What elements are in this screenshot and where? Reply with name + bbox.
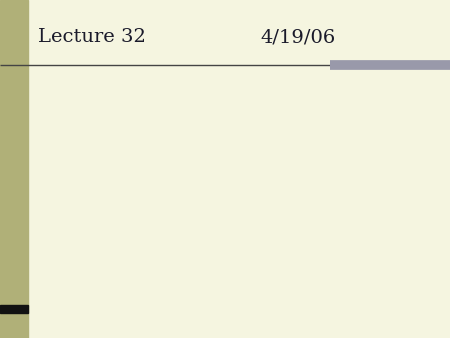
Bar: [0, 305, 28, 313]
Bar: [0, 0, 28, 338]
Text: 4/19/06: 4/19/06: [260, 28, 335, 46]
Text: Lecture 32: Lecture 32: [38, 28, 146, 46]
